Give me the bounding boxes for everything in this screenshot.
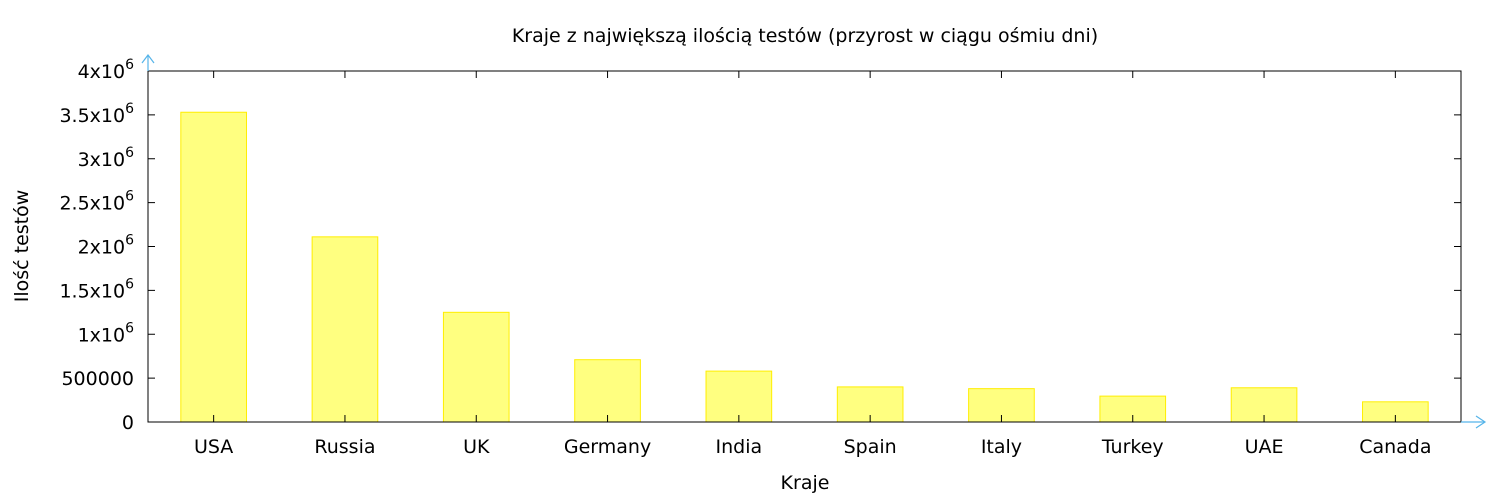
x-axis-label: Kraje <box>781 472 830 494</box>
y-tick-label: 1.5x106 <box>59 276 134 302</box>
chart-title: Kraje z największą ilością testów (przyr… <box>512 25 1098 47</box>
tick-labels-group: USA Russia UK Germany India Spain Italy Turkey U… <box>59 57 1431 458</box>
y-tick-label: 4x106 <box>78 57 135 83</box>
bars-group <box>180 111 1429 423</box>
x-tick-label: India <box>716 436 763 458</box>
y-tick-label: 0 <box>122 412 134 434</box>
y-tick-label: 3.5x106 <box>59 101 134 127</box>
y-axis-label: Ilość testów <box>11 190 33 303</box>
y-tick-label: 2.5x106 <box>59 189 134 215</box>
y-axis-arrow-head <box>141 54 155 64</box>
x-tick-label: UAE <box>1245 436 1284 458</box>
y-tick-label: 2x106 <box>78 233 135 259</box>
x-axis-arrow-head <box>1475 415 1487 429</box>
axis-arrows <box>141 54 1487 429</box>
x-tick-label: USA <box>194 436 233 458</box>
y-tick-label: 3x106 <box>78 145 135 171</box>
x-tick-label: Germany <box>564 436 651 458</box>
ticks-group <box>148 70 1461 423</box>
plot-frame <box>147 70 1462 423</box>
bar-india <box>705 370 773 423</box>
x-tick-label: Italy <box>981 436 1022 458</box>
bar-germany <box>574 359 641 423</box>
y-tick-label: 500000 <box>61 368 134 390</box>
x-tick-label: Spain <box>844 436 897 458</box>
x-tick-label: UK <box>463 436 490 458</box>
x-tick-label: Canada <box>1359 436 1431 458</box>
bar-russia <box>311 236 379 423</box>
y-tick-label: 1x106 <box>78 320 135 346</box>
bar-usa <box>180 111 247 423</box>
x-tick-label: Turkey <box>1101 436 1164 458</box>
bar-uk <box>442 311 510 423</box>
x-tick-label: Russia <box>314 436 375 458</box>
